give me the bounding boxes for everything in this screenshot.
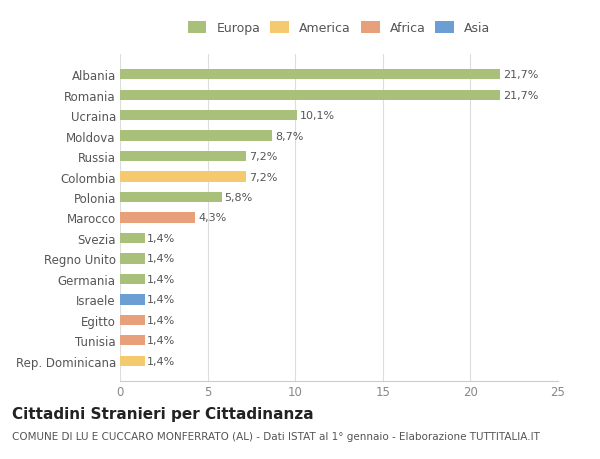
- Bar: [120, 131, 272, 141]
- Bar: [120, 254, 145, 264]
- Bar: [120, 213, 196, 223]
- Bar: [120, 315, 145, 325]
- Text: 5,8%: 5,8%: [224, 193, 253, 202]
- Text: 1,4%: 1,4%: [147, 274, 175, 284]
- Bar: [120, 233, 145, 244]
- Text: 1,4%: 1,4%: [147, 295, 175, 305]
- Bar: [120, 192, 221, 203]
- Bar: [120, 70, 500, 80]
- Text: COMUNE DI LU E CUCCARO MONFERRATO (AL) - Dati ISTAT al 1° gennaio - Elaborazione: COMUNE DI LU E CUCCARO MONFERRATO (AL) -…: [12, 431, 540, 442]
- Text: 4,3%: 4,3%: [198, 213, 226, 223]
- Bar: [120, 356, 145, 366]
- Bar: [120, 90, 500, 101]
- Text: 21,7%: 21,7%: [503, 70, 538, 80]
- Text: 1,4%: 1,4%: [147, 356, 175, 366]
- Text: 1,4%: 1,4%: [147, 234, 175, 243]
- Bar: [120, 111, 297, 121]
- Text: 1,4%: 1,4%: [147, 315, 175, 325]
- Text: Cittadini Stranieri per Cittadinanza: Cittadini Stranieri per Cittadinanza: [12, 406, 314, 421]
- Text: 7,2%: 7,2%: [249, 172, 277, 182]
- Text: 8,7%: 8,7%: [275, 131, 304, 141]
- Bar: [120, 336, 145, 346]
- Legend: Europa, America, Africa, Asia: Europa, America, Africa, Asia: [188, 22, 490, 35]
- Text: 21,7%: 21,7%: [503, 90, 538, 101]
- Bar: [120, 172, 246, 182]
- Text: 1,4%: 1,4%: [147, 254, 175, 264]
- Bar: [120, 151, 246, 162]
- Text: 1,4%: 1,4%: [147, 336, 175, 346]
- Bar: [120, 274, 145, 285]
- Text: 7,2%: 7,2%: [249, 152, 277, 162]
- Text: 10,1%: 10,1%: [299, 111, 335, 121]
- Bar: [120, 295, 145, 305]
